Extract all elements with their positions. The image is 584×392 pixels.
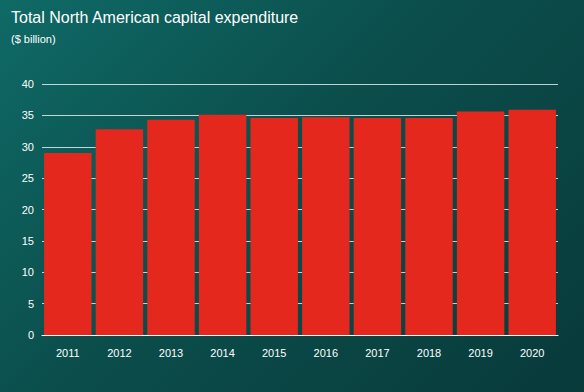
svg-text:2016: 2016 — [314, 347, 338, 359]
svg-text:2014: 2014 — [210, 347, 234, 359]
svg-text:40: 40 — [22, 78, 34, 90]
svg-text:2018: 2018 — [417, 347, 441, 359]
svg-text:Total North American capital e: Total North American capital expenditure — [11, 9, 298, 26]
svg-text:2020: 2020 — [520, 347, 544, 359]
svg-text:5: 5 — [28, 298, 34, 310]
svg-text:35: 35 — [22, 109, 34, 121]
svg-text:20: 20 — [22, 204, 34, 216]
svg-text:2019: 2019 — [468, 347, 492, 359]
svg-text:2011: 2011 — [56, 347, 80, 359]
svg-text:2017: 2017 — [365, 347, 389, 359]
svg-text:0: 0 — [28, 329, 34, 341]
svg-text:25: 25 — [22, 172, 34, 184]
svg-text:2015: 2015 — [262, 347, 286, 359]
svg-text:15: 15 — [22, 235, 34, 247]
svg-text:10: 10 — [22, 266, 34, 278]
svg-text:30: 30 — [22, 141, 34, 153]
svg-text:2013: 2013 — [159, 347, 183, 359]
svg-text:($ billion): ($ billion) — [11, 33, 56, 45]
svg-text:2012: 2012 — [107, 347, 131, 359]
